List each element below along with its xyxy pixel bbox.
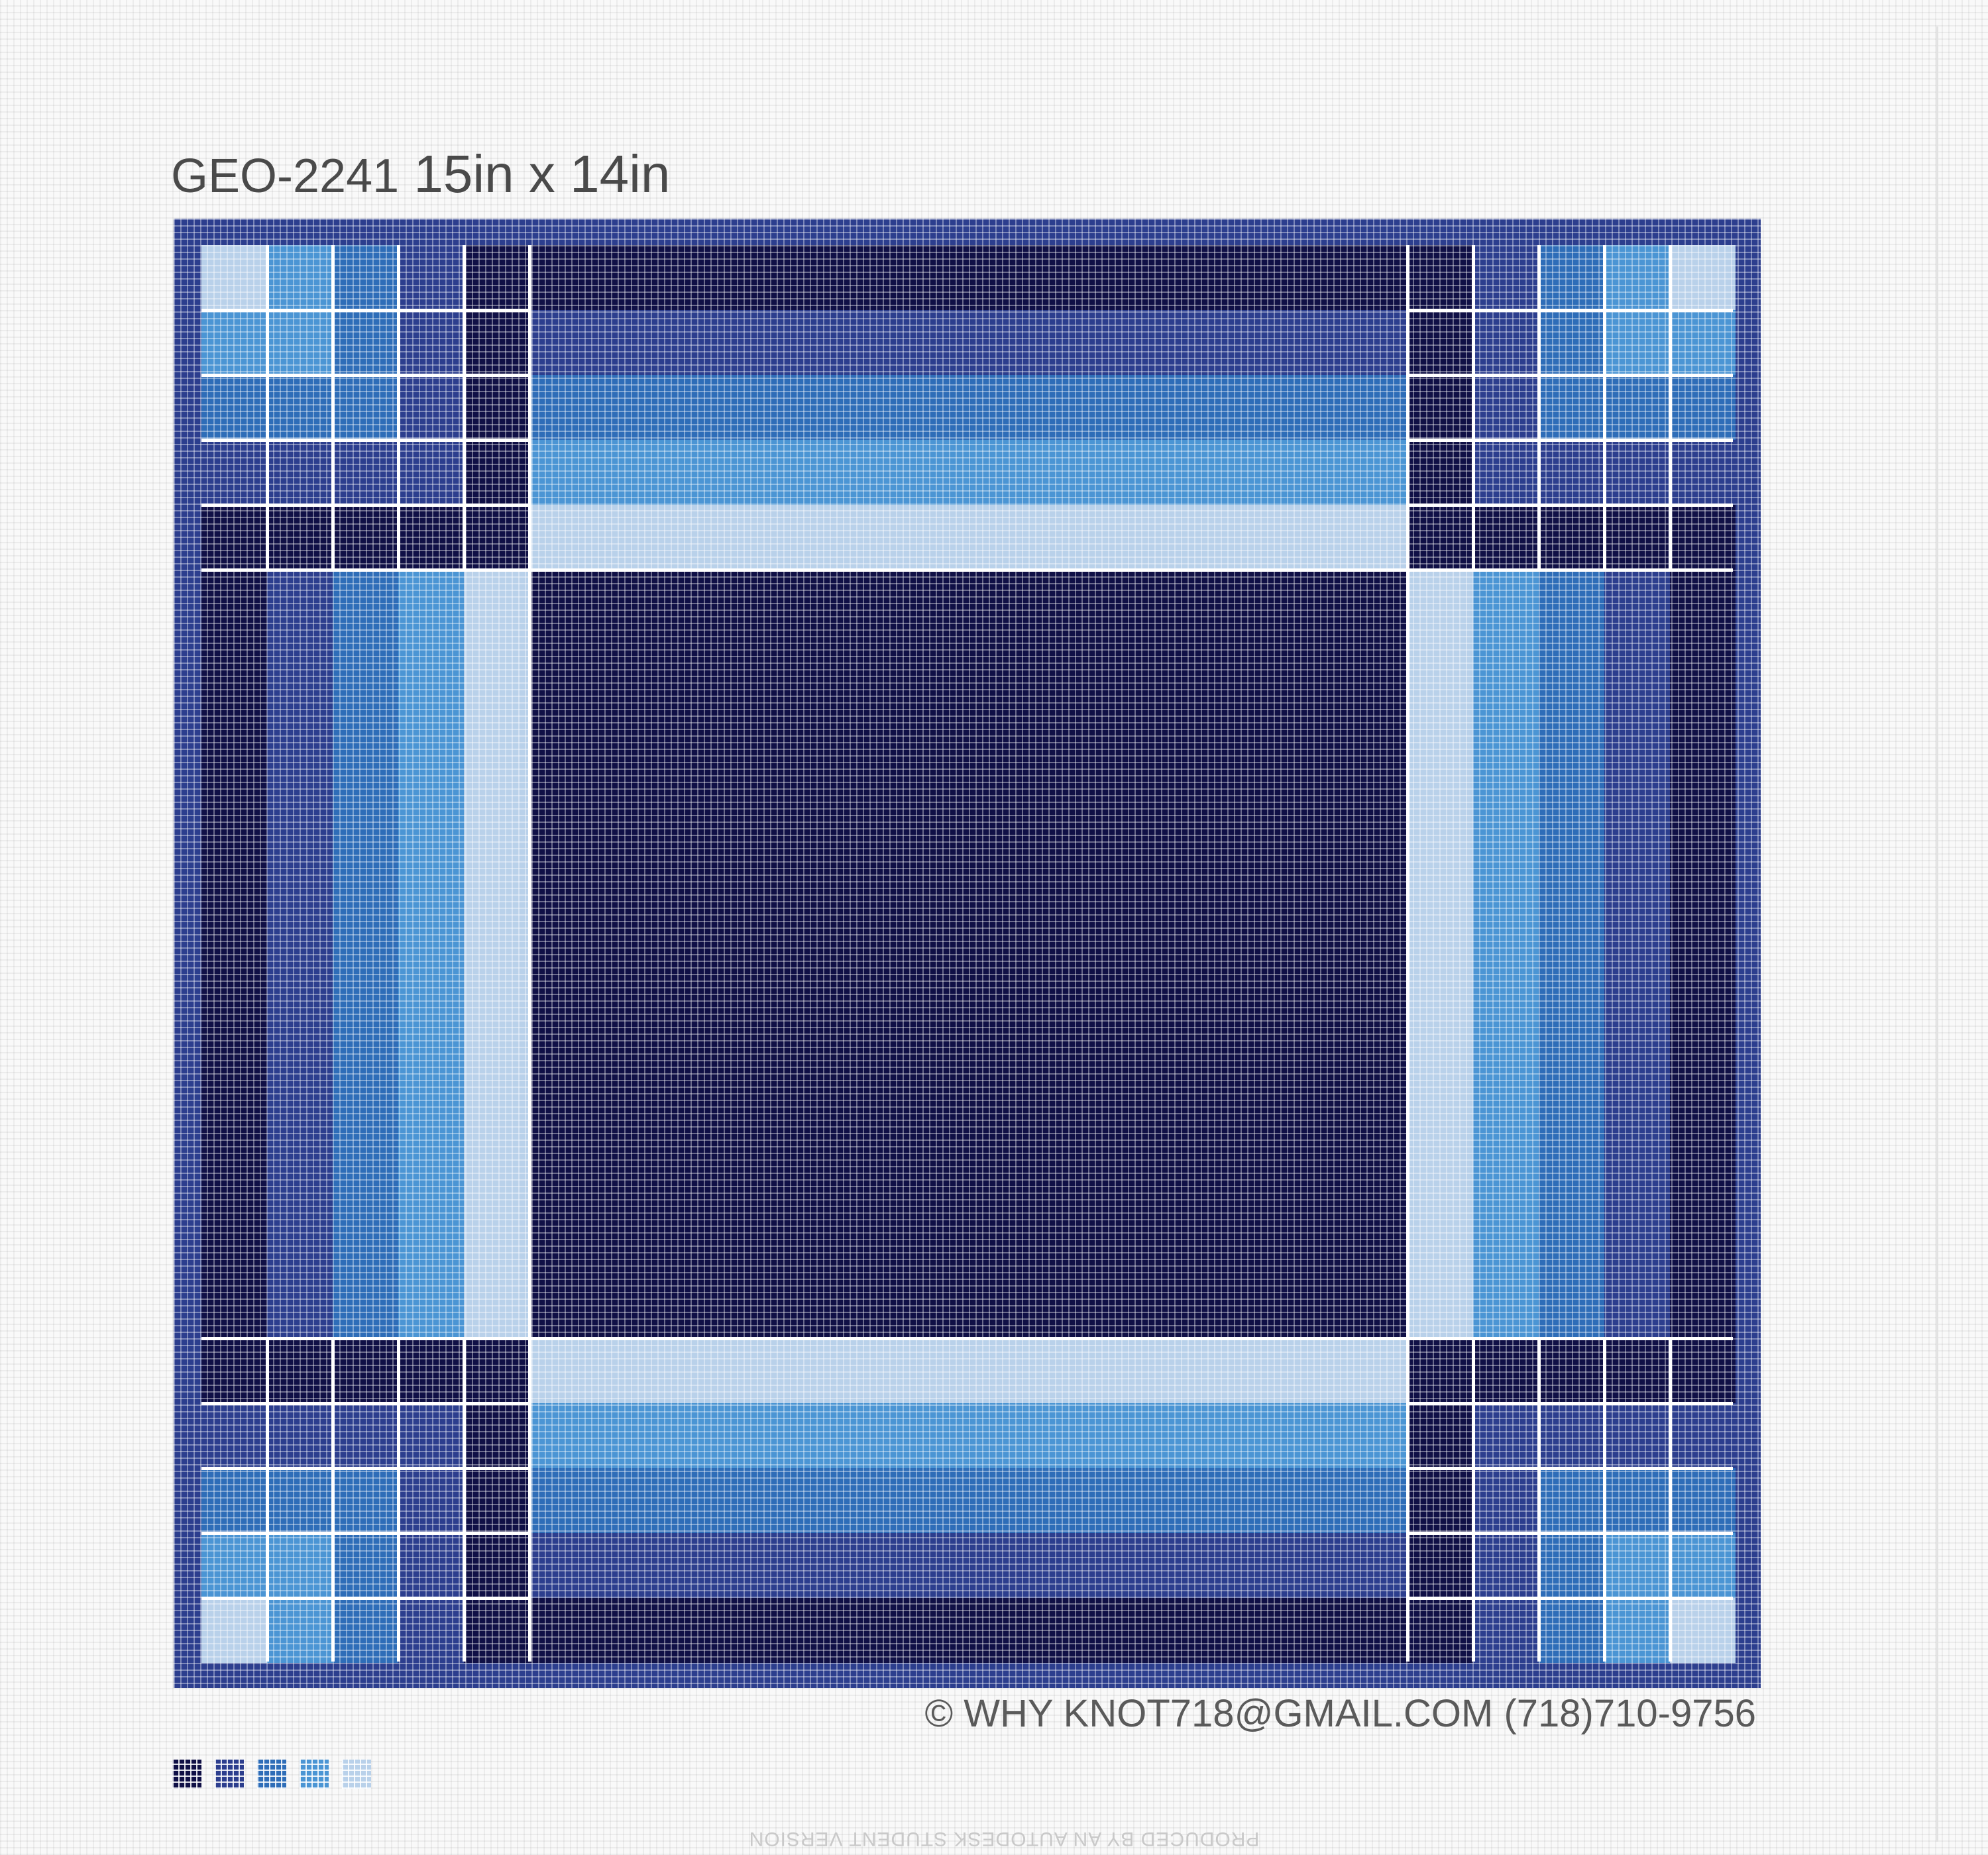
canvas-mesh-overlay [174,219,1761,1688]
royal-swatch [215,1760,244,1789]
pale-swatch [342,1760,371,1789]
copyright-notice: © WHY KNOT718@GMAIL.COM (718)710-9756 [924,1692,1756,1735]
needlepoint-design [174,219,1761,1688]
mid-blue-swatch [257,1760,286,1789]
design-code: GEO-2241 [171,150,400,203]
sky-swatch [300,1760,329,1789]
color-palette [172,1760,371,1789]
design-title: GEO-2241 15in x 14in [171,144,670,206]
design-size: 15in x 14in [414,144,671,203]
deep-navy-swatch [172,1760,201,1789]
watermark-text: PRODUCED BY AN AUTODESK STUDENT VERSION [748,1828,1260,1850]
page-edge-line [1936,26,1938,1842]
